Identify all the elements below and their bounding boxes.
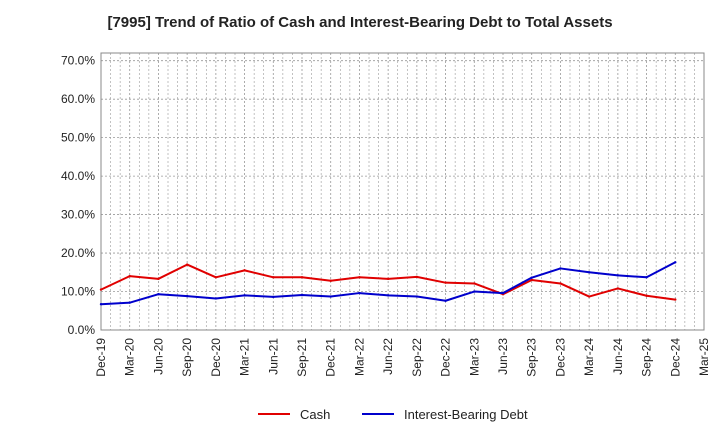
y-tick-label: 30.0% bbox=[61, 208, 95, 222]
data-point bbox=[272, 276, 275, 279]
y-tick-label: 50.0% bbox=[61, 131, 95, 145]
data-point bbox=[358, 291, 361, 295]
data-point bbox=[128, 274, 131, 278]
data-point bbox=[530, 276, 533, 279]
data-point bbox=[329, 295, 332, 298]
data-point bbox=[386, 277, 390, 281]
x-tick-label: Jun-23 bbox=[496, 338, 510, 375]
data-point bbox=[645, 276, 648, 279]
data-point bbox=[214, 276, 218, 279]
data-point bbox=[415, 275, 419, 279]
grid-lines bbox=[100, 53, 705, 331]
legend-label-cash: Cash bbox=[300, 407, 330, 422]
data-point bbox=[559, 267, 562, 270]
x-tick-label: Mar-20 bbox=[123, 338, 137, 376]
x-tick-label: Sep-20 bbox=[180, 338, 194, 377]
data-point bbox=[99, 303, 103, 306]
chart-title: [7995] Trend of Ratio of Cash and Intere… bbox=[107, 14, 613, 31]
x-axis-ticks: Dec-19 Mar-20 Jun-20 Sep-20 Dec-20 Mar-21 Jun-… bbox=[94, 338, 711, 377]
data-point bbox=[674, 298, 677, 301]
y-tick-label: 70.0% bbox=[61, 54, 95, 68]
data-point bbox=[616, 274, 620, 277]
x-tick-label: Mar-21 bbox=[238, 338, 252, 376]
x-tick-label: Jun-21 bbox=[266, 338, 280, 375]
y-tick-label: 40.0% bbox=[61, 169, 95, 183]
y-axis-ticks: 0.0% 10.0% 20.0% 30.0% 40.0% 50.0% 60.0% 70.0% bbox=[61, 54, 95, 337]
x-tick-label: Mar-22 bbox=[352, 338, 366, 376]
data-point bbox=[300, 293, 304, 297]
x-tick-label: Dec-23 bbox=[553, 338, 567, 377]
x-tick-label: Sep-24 bbox=[640, 338, 654, 377]
data-point bbox=[157, 293, 160, 296]
data-point bbox=[444, 281, 447, 284]
data-point bbox=[358, 276, 361, 279]
data-point bbox=[157, 277, 160, 281]
x-tick-label: Mar-23 bbox=[467, 338, 481, 376]
x-tick-label: Jun-22 bbox=[381, 338, 395, 375]
data-point bbox=[530, 278, 533, 282]
data-point bbox=[214, 297, 218, 300]
y-tick-label: 0.0% bbox=[68, 323, 96, 337]
data-point bbox=[243, 294, 246, 297]
series-lines bbox=[99, 261, 677, 306]
data-point bbox=[444, 299, 447, 302]
data-point bbox=[616, 287, 620, 290]
data-point bbox=[99, 288, 103, 291]
data-point bbox=[128, 301, 131, 304]
data-point bbox=[272, 295, 275, 299]
data-point bbox=[587, 271, 591, 274]
x-tick-label: Sep-21 bbox=[295, 338, 309, 377]
x-tick-label: Sep-23 bbox=[525, 338, 539, 377]
legend: Cash Interest-Bearing Debt bbox=[258, 407, 528, 422]
legend-label-interest-bearing-debt: Interest-Bearing Debt bbox=[404, 407, 528, 422]
data-point bbox=[185, 263, 189, 266]
x-tick-label: Dec-24 bbox=[668, 338, 682, 377]
data-point bbox=[501, 291, 505, 295]
x-tick-label: Mar-25 bbox=[697, 338, 711, 376]
data-point bbox=[329, 279, 332, 282]
data-point bbox=[386, 294, 390, 297]
data-point bbox=[473, 282, 476, 285]
data-point bbox=[473, 290, 476, 293]
x-tick-label: Mar-24 bbox=[582, 338, 596, 376]
plot-area-border bbox=[100, 52, 705, 331]
x-tick-label: Sep-22 bbox=[410, 338, 424, 377]
data-point bbox=[243, 269, 246, 272]
data-point bbox=[185, 294, 189, 298]
y-tick-label: 10.0% bbox=[61, 285, 95, 299]
x-tick-label: Dec-20 bbox=[209, 338, 223, 377]
data-point bbox=[674, 261, 677, 264]
x-tick-label: Dec-21 bbox=[324, 338, 338, 377]
y-tick-label: 20.0% bbox=[61, 246, 95, 260]
y-tick-label: 60.0% bbox=[61, 92, 95, 106]
data-point bbox=[300, 276, 304, 279]
x-tick-label: Dec-22 bbox=[439, 338, 453, 377]
data-point bbox=[587, 295, 591, 298]
data-point bbox=[559, 282, 562, 285]
x-tick-label: Dec-19 bbox=[94, 338, 108, 377]
x-tick-label: Jun-24 bbox=[611, 338, 625, 375]
x-tick-label: Jun-20 bbox=[151, 338, 165, 375]
data-point bbox=[645, 294, 648, 297]
data-point bbox=[415, 295, 419, 298]
